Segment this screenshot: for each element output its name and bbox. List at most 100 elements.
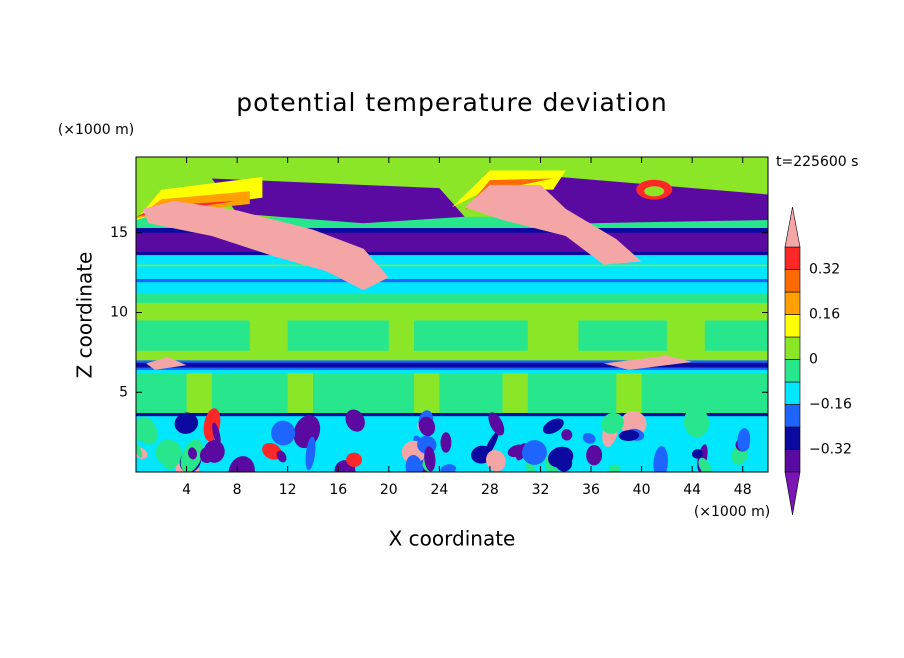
contour-fill bbox=[162, 447, 181, 470]
contour-fill bbox=[146, 357, 187, 370]
contour-fill bbox=[608, 464, 621, 472]
contour-fill bbox=[136, 369, 768, 374]
contour-fill bbox=[464, 178, 554, 211]
contour-fill bbox=[136, 293, 768, 303]
x-tick-label: 32 bbox=[532, 482, 550, 498]
contour-fill bbox=[414, 320, 528, 351]
contour-fill bbox=[136, 373, 187, 413]
x-tick-label: 16 bbox=[329, 482, 347, 498]
y-unit: (×1000 m) bbox=[58, 122, 134, 138]
contour-fill bbox=[601, 412, 624, 434]
contour-fill bbox=[418, 416, 436, 437]
x-tick-label: 36 bbox=[582, 482, 600, 498]
contour-fill bbox=[405, 454, 423, 472]
contour-fill bbox=[187, 447, 197, 460]
contour-fill bbox=[691, 449, 703, 459]
contour-fill bbox=[488, 412, 505, 436]
contour-fill bbox=[486, 450, 506, 472]
contour-fill bbox=[136, 412, 768, 417]
contour-fill bbox=[582, 433, 596, 444]
y-tick-label: 15 bbox=[110, 225, 128, 241]
x-tick-label: 8 bbox=[233, 482, 242, 498]
contour-fill bbox=[174, 412, 199, 434]
contour-fill bbox=[527, 175, 768, 224]
colorbar-tick-label: 0.16 bbox=[809, 307, 840, 323]
colorbar-box bbox=[784, 314, 801, 338]
contour-fill bbox=[586, 444, 603, 466]
contour-fill bbox=[136, 414, 768, 472]
contour-fill bbox=[522, 440, 547, 465]
contour-fill bbox=[136, 279, 768, 283]
contour-fill bbox=[542, 418, 564, 434]
contour-fill bbox=[544, 455, 559, 472]
contour-fill bbox=[305, 436, 316, 471]
x-tick-label: 20 bbox=[380, 482, 398, 498]
x-tick-label: 48 bbox=[734, 482, 752, 498]
contour-fill bbox=[684, 406, 709, 438]
contour-fill bbox=[618, 430, 640, 441]
colorbar-box bbox=[784, 426, 801, 450]
colorbar-box bbox=[784, 404, 801, 428]
x-tick-label: 24 bbox=[430, 482, 448, 498]
colorbar-box bbox=[784, 381, 801, 405]
plot-frame bbox=[135, 156, 769, 473]
x-tick-label: 28 bbox=[481, 482, 499, 498]
contour-fill bbox=[346, 452, 362, 468]
contour-fill bbox=[199, 446, 215, 463]
contour-fill bbox=[704, 320, 768, 351]
contour-fill bbox=[276, 450, 287, 463]
x-unit: (×1000 m) bbox=[694, 504, 770, 520]
contour-fill bbox=[271, 420, 296, 446]
contour-fill bbox=[698, 457, 712, 472]
colorbar-tick-label: 0.32 bbox=[809, 262, 840, 278]
contour-fill bbox=[555, 454, 573, 472]
contour-fill bbox=[142, 200, 389, 291]
x-tick-label: 44 bbox=[683, 482, 701, 498]
contour-fill bbox=[561, 429, 573, 441]
contour-fill bbox=[737, 428, 751, 452]
colorbar-box bbox=[784, 359, 801, 383]
contour-fill bbox=[603, 355, 693, 370]
contour-fill bbox=[136, 255, 768, 265]
contour-fill bbox=[136, 362, 768, 368]
contour-fill bbox=[212, 422, 221, 445]
time-annotation: t=225600 s bbox=[776, 154, 858, 170]
contour-fill bbox=[644, 186, 665, 197]
contour-fill bbox=[641, 373, 768, 413]
x-tick-label: 12 bbox=[279, 482, 297, 498]
colorbar-box bbox=[784, 291, 801, 315]
y-tick-label: 10 bbox=[110, 305, 128, 321]
contour-fill bbox=[211, 373, 288, 413]
contour-fill bbox=[424, 446, 436, 472]
colorbar-box bbox=[784, 246, 801, 270]
contour-fill bbox=[345, 409, 365, 432]
colorbar-tick-label: −0.16 bbox=[809, 397, 852, 413]
contour-fill bbox=[439, 373, 503, 413]
x-axis-label: X coordinate bbox=[389, 527, 516, 551]
contour-fill bbox=[578, 320, 667, 351]
contour-fill bbox=[312, 373, 415, 413]
colorbar-box bbox=[784, 269, 801, 293]
contour-fill bbox=[287, 320, 389, 351]
x-tick-label: 4 bbox=[182, 482, 191, 498]
contour-fill bbox=[440, 432, 452, 453]
contour-fill bbox=[136, 320, 250, 351]
colorbar-box bbox=[784, 449, 801, 473]
x-tick-label: 40 bbox=[633, 482, 651, 498]
contour-fill bbox=[136, 416, 158, 445]
colorbar-over bbox=[784, 206, 801, 248]
contour-fill bbox=[527, 373, 617, 413]
chart-title: potential temperature deviation bbox=[236, 88, 667, 117]
colorbar-tick-label: 0 bbox=[809, 352, 818, 368]
contour-fill bbox=[653, 446, 668, 472]
colorbar-box bbox=[784, 336, 801, 360]
colorbar-tick-label: −0.32 bbox=[809, 442, 852, 458]
y-tick-label: 5 bbox=[119, 384, 128, 400]
y-axis-label: Z coordinate bbox=[73, 252, 97, 379]
contour-fill bbox=[211, 178, 465, 224]
contour-fill bbox=[136, 216, 768, 228]
contour-fill bbox=[464, 184, 642, 265]
colorbar-under bbox=[784, 471, 801, 516]
contour-field bbox=[136, 157, 768, 472]
